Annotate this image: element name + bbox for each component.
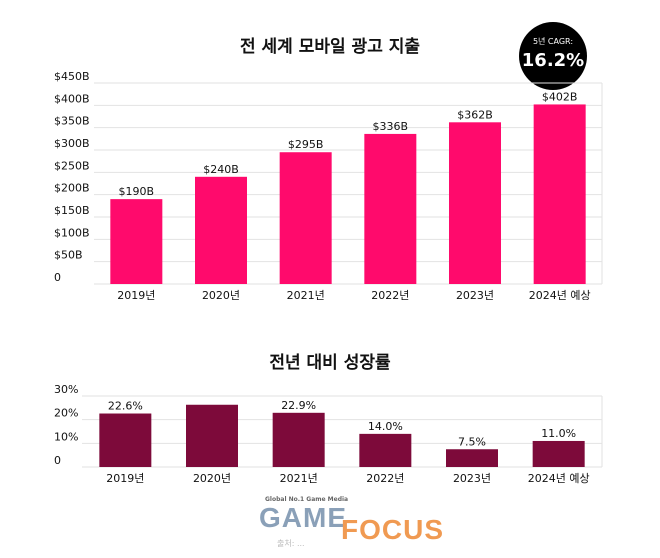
- growth-x-tick-label: 2024년 예상: [528, 472, 590, 485]
- growth-x-tick-label: 2023년: [453, 472, 491, 485]
- growth-x-tick-label: 2021년: [280, 472, 318, 485]
- growth-data-label: 22.9%: [281, 399, 316, 412]
- spending-bar: [533, 104, 586, 284]
- growth-bar: [359, 433, 412, 467]
- spending-y-tick-label: $200B: [54, 182, 90, 195]
- gamefocus-logo: Global No.1 Game Media GAME FOCUS 출처: ..…: [255, 496, 443, 554]
- spending-y-tick-label: $450B: [54, 70, 90, 83]
- spending-data-label: $190B: [119, 185, 155, 198]
- growth-bar: [99, 413, 152, 467]
- spending-bar: [110, 199, 163, 284]
- spending-bar: [195, 176, 247, 284]
- cagr-value: 16.2%: [521, 50, 585, 71]
- spending-bar: [449, 122, 501, 284]
- growth-bar: [446, 449, 498, 467]
- spending-y-tick-label: $50B: [54, 249, 83, 262]
- spending-y-tick-label: $100B: [54, 226, 90, 239]
- spending-x-tick-label: 2020년: [202, 289, 240, 300]
- spending-y-tick-label: $300B: [54, 137, 90, 150]
- spending-bar: [364, 133, 417, 284]
- spending-bar: [279, 152, 332, 284]
- spending-x-tick-label: 2021년: [287, 289, 325, 300]
- growth-bar: [272, 412, 325, 467]
- spending-chart: 0 $50B $100B $150B $200B $250B $300B $350B $400B…: [54, 70, 603, 300]
- spending-y-tick-label: 0: [54, 271, 61, 284]
- growth-y-tick-label: 20%: [54, 407, 78, 420]
- growth-x-tick-label: 2022년: [366, 472, 404, 485]
- logo-word-focus: FOCUS: [341, 514, 444, 545]
- spending-data-label: $402B: [542, 90, 578, 103]
- spending-x-tick-label: 2022년: [371, 289, 409, 300]
- growth-chart: 0 10% 20% 30% 22.6% 2019년 2020년 22.9% 2021년 14.0%…: [54, 383, 603, 485]
- growth-y-tick-label: 0: [54, 454, 61, 467]
- chart-title-growth: 전년 대비 성장률: [269, 353, 391, 373]
- spending-x-tick-label: 2019년: [117, 289, 155, 300]
- spending-data-label: $295B: [288, 138, 324, 151]
- spending-data-label: $362B: [457, 108, 493, 121]
- spending-x-tick-label: 2024년 예상: [529, 289, 591, 300]
- spending-data-label: $336B: [373, 120, 409, 133]
- growth-y-tick-label: 30%: [54, 383, 78, 396]
- growth-data-label: 22.6%: [108, 400, 143, 413]
- spending-y-tick-label: $150B: [54, 204, 90, 217]
- growth-bar: [532, 440, 585, 467]
- spending-y-tick-label: $350B: [54, 115, 90, 128]
- growth-x-tick-label: 2019년: [106, 472, 144, 485]
- cagr-label: 5년 CAGR:: [532, 37, 574, 46]
- logo-tagline: Global No.1 Game Media: [265, 496, 349, 503]
- growth-x-tick-label: 2020년: [193, 472, 231, 485]
- spending-y-tick-label: $250B: [54, 159, 90, 172]
- cagr-badge: 5년 CAGR: 16.2%: [519, 22, 587, 90]
- growth-data-label: 14.0%: [368, 420, 403, 433]
- logo-word-game: GAME: [259, 502, 347, 533]
- spending-y-tick-label: $400B: [54, 92, 90, 105]
- growth-data-label: 7.5%: [458, 435, 486, 448]
- growth-data-label: 11.0%: [541, 427, 576, 440]
- spending-data-label: $240B: [203, 163, 239, 176]
- growth-y-tick-label: 10%: [54, 430, 78, 443]
- spending-x-tick-label: 2023년: [456, 289, 494, 300]
- chart-title-spending: 전 세계 모바일 광고 지출: [239, 37, 421, 57]
- logo-source: 출처: ...: [277, 539, 305, 548]
- growth-bar: [186, 404, 238, 467]
